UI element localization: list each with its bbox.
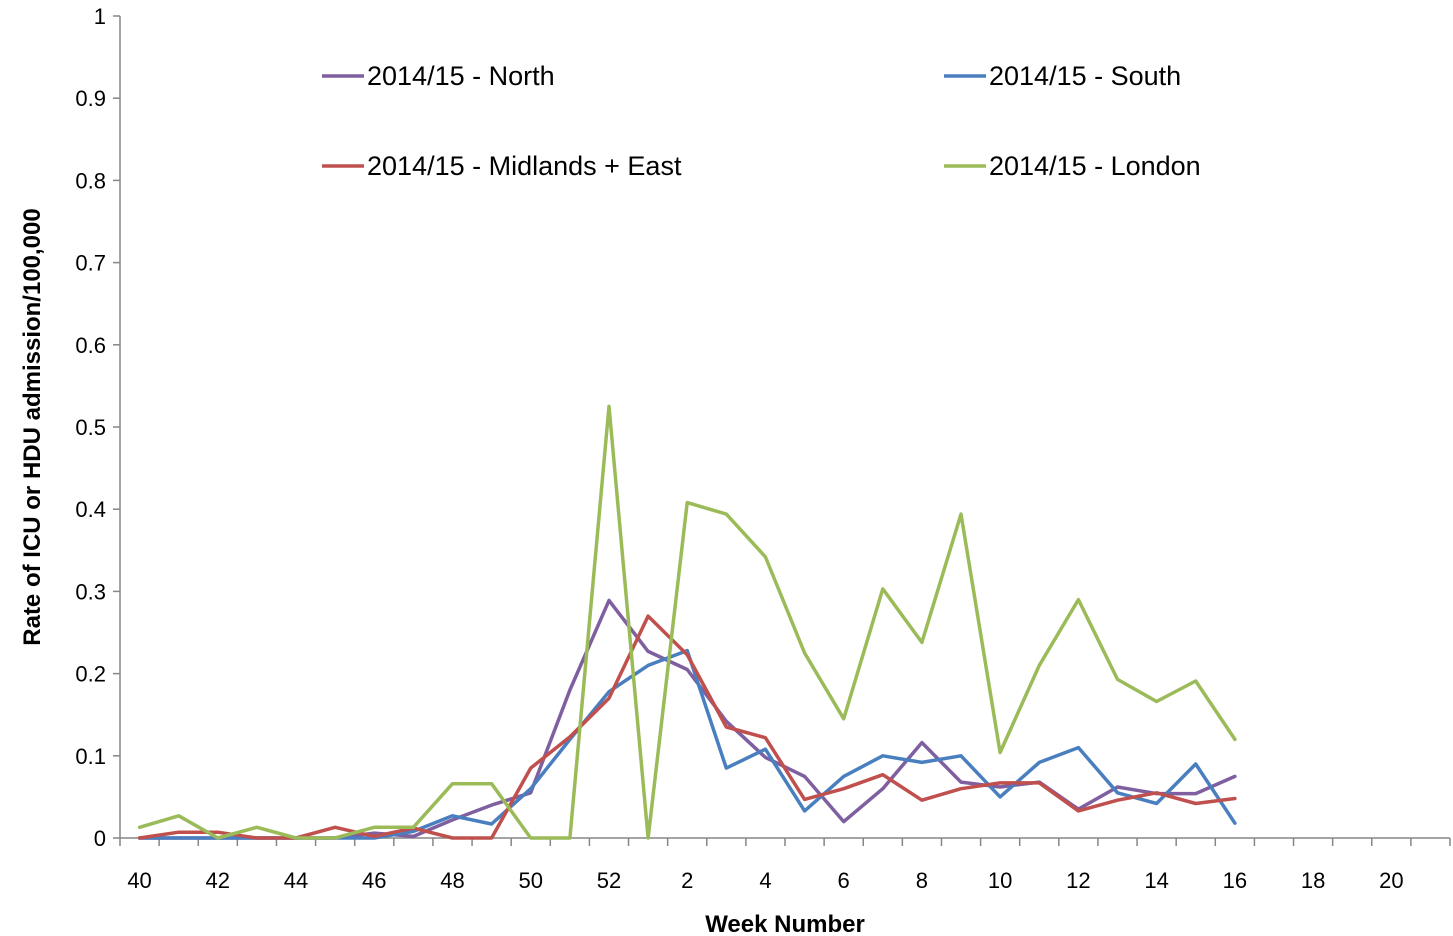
x-tick-label: 4 (759, 868, 771, 893)
x-axis-title: Week Number (705, 911, 865, 936)
y-tick-label: 0.9 (75, 86, 106, 111)
y-tick-label: 0.7 (75, 251, 106, 276)
y-axis-title: Rate of ICU or HDU admission/100,000 (19, 208, 46, 645)
x-tick-label: 16 (1223, 868, 1247, 893)
x-tick-label: 46 (362, 868, 386, 893)
series-line-2014-15-midlands-east (137, 614, 1237, 840)
y-tick-label: 0.6 (75, 333, 106, 358)
x-tick-label: 50 (518, 868, 542, 893)
y-tick-label: 0.4 (75, 497, 106, 522)
legend: 2014/15 - North 2014/15 - South 2014/15 - … (322, 61, 1201, 181)
y-axis: 0 0.1 0.2 0.3 0.4 0.5 0.6 0.7 0.8 0.9 1 (75, 4, 121, 851)
y-tick-label: 0.1 (75, 744, 106, 769)
x-axis: 40 42 44 46 48 50 52 2 4 6 8 10 12 14 16 18 20 (119, 837, 1451, 893)
y-tick-label: 1 (94, 4, 106, 29)
x-tick-label: 18 (1301, 868, 1325, 893)
x-tick-label: 42 (206, 868, 230, 893)
series-line-2014-15-south (137, 648, 1237, 840)
x-tick-label: 44 (284, 868, 308, 893)
legend-label: 2014/15 - Midlands + East (367, 151, 682, 181)
legend-label: 2014/15 - North (367, 61, 555, 91)
x-tick-label: 2 (681, 868, 693, 893)
series-lines (137, 404, 1237, 840)
x-tick-label: 6 (838, 868, 850, 893)
x-tick-label: 52 (597, 868, 621, 893)
series-line-2014-15-london (137, 404, 1237, 840)
y-tick-label: 0.5 (75, 415, 106, 440)
x-tick-label: 40 (127, 868, 151, 893)
legend-label: 2014/15 - London (989, 151, 1201, 181)
x-tick-label: 8 (916, 868, 928, 893)
legend-label: 2014/15 - South (989, 61, 1181, 91)
x-tick-label: 12 (1066, 868, 1090, 893)
y-tick-label: 0 (94, 826, 106, 851)
y-tick-label: 0.3 (75, 579, 106, 604)
x-tick-label: 20 (1379, 868, 1403, 893)
y-tick-label: 0.2 (75, 662, 106, 687)
x-tick-label: 14 (1144, 868, 1168, 893)
y-tick-label: 0.8 (75, 168, 106, 193)
x-tick-label: 48 (440, 868, 464, 893)
series-line-2014-15-north (137, 598, 1237, 840)
x-tick-label: 10 (988, 868, 1012, 893)
